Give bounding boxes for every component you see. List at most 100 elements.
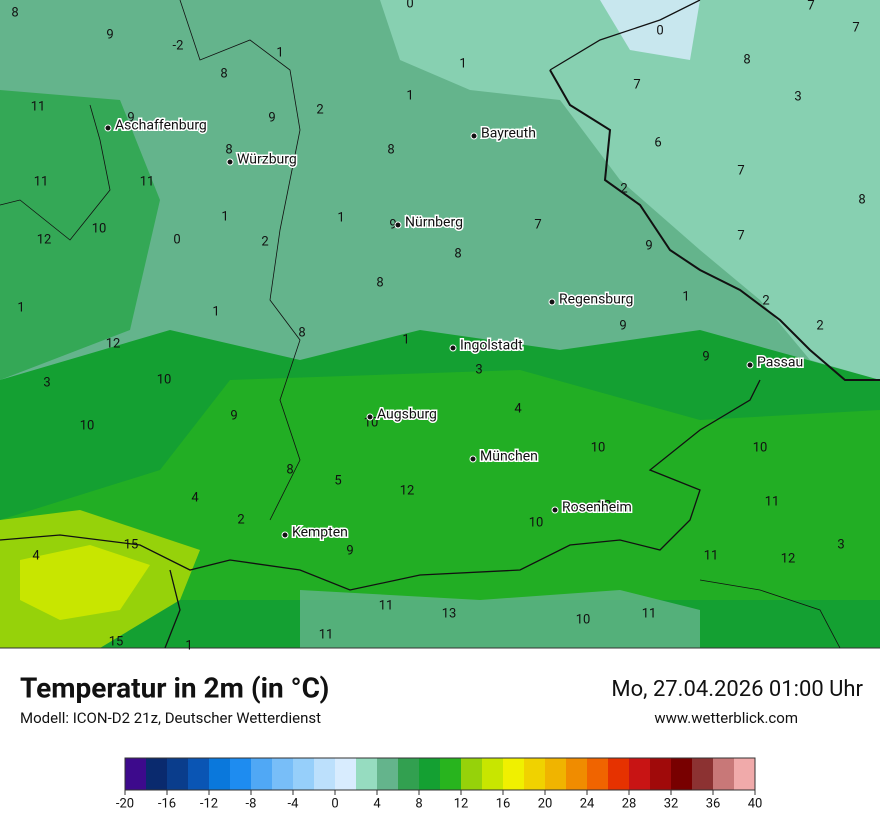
map-value: 10	[92, 221, 107, 236]
map-value: 12	[37, 232, 52, 247]
map-value: 9	[230, 408, 237, 423]
legend-swatch	[545, 758, 567, 790]
legend-swatch	[566, 758, 588, 790]
map-value: 9	[619, 318, 626, 333]
map-value: 8	[454, 246, 461, 261]
map-value: 2	[261, 234, 268, 249]
model-info: Modell: ICON-D2 21z, Deutscher Wetterdie…	[20, 709, 321, 727]
map-value: 8	[743, 52, 750, 67]
map-value: 10	[80, 418, 95, 433]
legend-swatch	[482, 758, 504, 790]
legend-swatch	[167, 758, 189, 790]
legend-tick-label: 40	[748, 796, 763, 811]
map-value: 9	[106, 27, 113, 42]
legend-swatch	[524, 758, 546, 790]
map-value: 11	[379, 598, 394, 613]
legend-tick-label: 0	[331, 796, 338, 811]
city-label: München	[480, 449, 538, 465]
legend-tick-label: 12	[454, 796, 469, 811]
legend-swatch	[440, 758, 462, 790]
map-value: 9	[346, 543, 353, 558]
legend-swatch	[734, 758, 756, 790]
city-dot	[394, 221, 402, 229]
map-value: 8	[220, 66, 227, 81]
legend-tick-label: -20	[116, 796, 134, 811]
map-value: 11	[765, 494, 780, 509]
city-dot	[551, 506, 559, 514]
map-value: 8	[286, 462, 293, 477]
legend-swatch	[377, 758, 399, 790]
map-value: 8	[11, 5, 18, 20]
map-value: 11	[642, 606, 657, 621]
map-value: 7	[534, 217, 541, 232]
map-value: 3	[794, 89, 801, 104]
legend-tick-label: 4	[373, 796, 381, 811]
map-value: 13	[442, 606, 457, 621]
borders	[0, 0, 880, 649]
legend-swatch	[251, 758, 273, 790]
legend-frame	[124, 757, 756, 791]
map-value: 11	[319, 627, 334, 642]
legend-swatch	[230, 758, 252, 790]
legend-swatch	[503, 758, 525, 790]
datetime: Mo, 27.04.2026 01:00 Uhr	[611, 677, 863, 702]
map-value: 3	[43, 375, 50, 390]
map-value: 8	[858, 192, 865, 207]
map-value: 1	[185, 638, 192, 653]
map-value: 10	[157, 372, 172, 387]
legend-tick-label: -8	[246, 796, 257, 811]
legend-swatch	[713, 758, 735, 790]
map-value: 3	[475, 362, 482, 377]
legend-swatch	[650, 758, 672, 790]
map-value: 2	[316, 102, 323, 117]
city-label: Regensburg	[559, 292, 633, 308]
map-value: 9	[389, 217, 396, 232]
legend-swatch	[188, 758, 210, 790]
city-dot	[469, 455, 477, 463]
legend-swatch	[314, 758, 336, 790]
map-value: 12	[400, 483, 415, 498]
map-value: 4	[32, 548, 40, 563]
city-label: Aschaffenburg	[115, 118, 207, 134]
map-value: 6	[654, 135, 661, 150]
map-value: 7	[807, 0, 814, 13]
website: www.wetterblick.com	[654, 709, 798, 727]
map-value: 11	[34, 174, 49, 189]
map-value: 11	[31, 99, 46, 114]
legend-swatch	[272, 758, 294, 790]
map-value: 1	[459, 56, 466, 71]
legend-swatch	[398, 758, 420, 790]
map-value: 8	[376, 275, 383, 290]
map-background	[0, 0, 880, 649]
map-value: 10	[576, 612, 591, 627]
map-value: 7	[852, 20, 859, 35]
map-value: 12	[106, 336, 121, 351]
map-value: 1	[406, 88, 413, 103]
legend-swatch	[125, 758, 147, 790]
title: Temperatur in 2m (in °C)	[20, 671, 329, 704]
city-dot	[281, 531, 289, 539]
city-label: Würzburg	[237, 152, 297, 168]
map-value: 2	[620, 181, 627, 196]
city-dot	[470, 132, 478, 140]
map-value: 12	[781, 551, 796, 566]
map-value: -2	[173, 38, 184, 53]
city-label: Passau	[757, 355, 803, 371]
map-value: 9	[702, 349, 709, 364]
map-value: 10	[591, 440, 606, 455]
legend-swatch	[209, 758, 231, 790]
city-dot	[366, 413, 374, 421]
legend-tick-label: 32	[664, 796, 679, 811]
legend-tick-label: 28	[622, 796, 637, 811]
map-value: 15	[109, 634, 124, 649]
map-value: 2	[762, 293, 769, 308]
map-value: 4	[514, 401, 522, 416]
map-value: 1	[212, 304, 219, 319]
legend-tick-label: -12	[200, 796, 218, 811]
map-value: 10	[529, 515, 544, 530]
map-value: 4	[191, 490, 199, 505]
map-value: 2	[816, 318, 823, 333]
legend-swatch	[335, 758, 357, 790]
map-value: 1	[337, 210, 344, 225]
